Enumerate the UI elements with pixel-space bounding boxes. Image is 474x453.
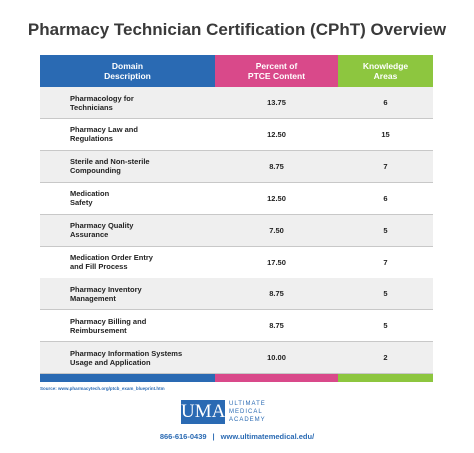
contact: 866-616-0439 | www.ultimatemedical.edu/ (0, 432, 474, 441)
logo-text: ULTIMATE MEDICAL ACADEMY (229, 400, 266, 424)
description-line: Pharmacy Billing and (70, 316, 147, 326)
description-line: Technicians (70, 102, 113, 112)
knowledge-areas: 15 (381, 129, 390, 139)
title: Pharmacy Technician Certification (CPhT)… (27, 20, 447, 39)
table-row: Pharmacy Information Systems Usage and Ap… (40, 342, 433, 375)
percent-content: 12.50 (267, 193, 286, 203)
table-row: Medication Order Entry and Fill Process 17… (40, 247, 433, 279)
knowledge-areas: 7 (383, 161, 388, 171)
table-row: Medication Safety 12.50 6 (40, 183, 433, 215)
domain-description: Pharmacy Billing and Reimbursement (70, 310, 146, 341)
phone: 866-616-0439 (159, 432, 207, 441)
percent-content: 8.75 (269, 321, 284, 331)
domain-description: Pharmacology for Technicians (70, 87, 134, 118)
description-line: Regulations (70, 134, 113, 144)
description-line: Assurance (70, 230, 109, 240)
description-line: Usage and Application (70, 357, 151, 367)
description-line: Pharmacology for (70, 93, 134, 103)
description-line: Reimbursement (70, 325, 127, 335)
separator: | (212, 432, 215, 441)
knowledge-areas: 7 (383, 257, 388, 267)
domain-description: Medication Order Entry and Fill Process (70, 247, 153, 278)
percent-content: 7.50 (269, 225, 284, 235)
logo-line: MEDICAL (229, 409, 263, 415)
header-line: Domain (111, 61, 144, 71)
knowledge-areas: 2 (383, 353, 388, 363)
source: Source: www.pharmacytech.org/ptcb_exam_b… (40, 386, 165, 391)
percent-content: 10.00 (267, 353, 286, 363)
description-line: and Fill Process (70, 262, 128, 271)
header-line: Areas (373, 71, 398, 81)
header-line: Knowledge (362, 61, 409, 71)
logo-line: ACADEMY (229, 417, 266, 423)
knowledge-areas: 5 (383, 225, 388, 235)
domain-description: Pharmacy Law and Regulations (70, 119, 138, 150)
percent-content: 13.75 (267, 98, 286, 107)
table-row: Pharmacology for Technicians 13.75 6 (40, 87, 433, 119)
description-line: Pharmacy Information Systems (70, 348, 183, 358)
description-line: Pharmacy Inventory (70, 284, 142, 294)
bottom-bar (215, 374, 338, 382)
header-line: Description (104, 71, 151, 81)
percent-content: 12.50 (267, 129, 286, 139)
knowledge-areas: 6 (383, 193, 388, 203)
description-line: Medication Order Entry (70, 253, 153, 262)
description-line: Compounding (70, 166, 121, 176)
column-header: Percent of PTCE Content (215, 55, 338, 87)
table-row: Pharmacy Law and Regulations 12.50 15 (40, 119, 433, 151)
domain-description: Pharmacy Quality Assurance (70, 215, 133, 246)
description-line: Pharmacy Law and (70, 125, 138, 135)
bottom-bar (338, 374, 433, 382)
domain-description: Medication Safety (70, 183, 109, 214)
percent-content: 8.75 (269, 161, 284, 171)
table-row: Pharmacy Billing and Reimbursement 8.75 5 (40, 310, 433, 343)
domain-description: Sterile and Non-sterile Compounding (70, 151, 150, 182)
table-row: Pharmacy Inventory Management 8.75 5 (40, 278, 433, 311)
percent-content: 8.75 (269, 289, 284, 299)
knowledge-areas: 6 (383, 98, 388, 107)
table-row: Sterile and Non-sterile Compounding 8.75 7 (40, 150, 433, 183)
website[interactable]: www.ultimatemedical.edu/ (220, 432, 315, 441)
domain-description: Pharmacy Inventory Management (70, 278, 142, 309)
description-line: Medication (70, 189, 110, 199)
knowledge-areas: 5 (383, 289, 388, 299)
table-row: Pharmacy Quality Assurance 7.50 5 (40, 214, 433, 247)
logo-line: ULTIMATE (229, 401, 266, 407)
logo: UMA (181, 400, 226, 424)
percent-content: 17.50 (267, 257, 286, 267)
column-header: Knowledge Areas (338, 55, 433, 87)
domain-description: Pharmacy Information Systems Usage and Ap… (70, 342, 182, 373)
description-line: Safety (70, 198, 93, 208)
bottom-bar (40, 374, 215, 382)
description-line: Pharmacy Quality (70, 221, 134, 231)
description-line: Sterile and Non-sterile (70, 157, 150, 167)
header-line: PTCE Content (247, 71, 306, 81)
knowledge-areas: 5 (383, 321, 388, 331)
header-line: Percent of (255, 61, 298, 71)
column-header: Domain Description (40, 55, 215, 87)
description-line: Management (70, 293, 116, 303)
